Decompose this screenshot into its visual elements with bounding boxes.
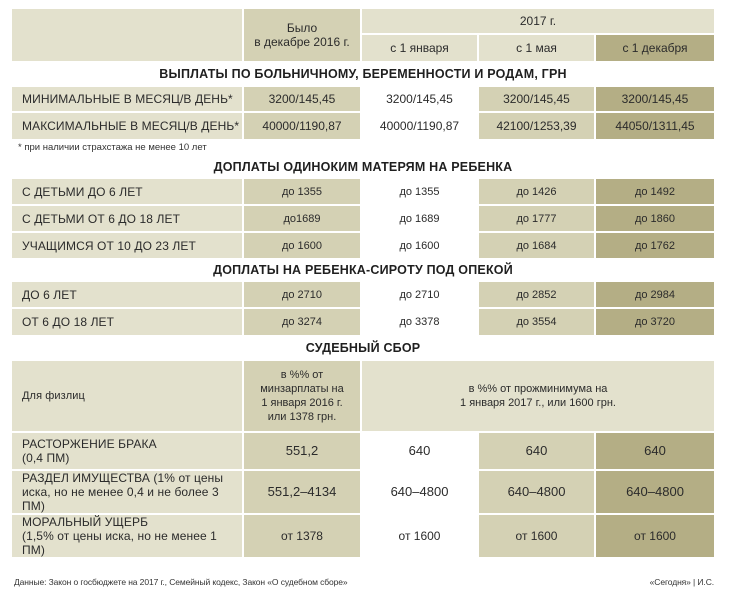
cell-value: 44050/1311,45 [596, 113, 714, 141]
header-year-2017: 2017 г. [362, 9, 714, 35]
section-title-orphan: ДОПЛАТЫ НА РЕБЕНКА-СИРОТУ ПОД ОПЕКОЙ [12, 260, 714, 282]
table-row: С ДЕТЬМИ ДО 6 ЛЕТ до 1355 до 1355 до 142… [12, 179, 714, 206]
table-row: С ДЕТЬМИ ОТ 6 ДО 18 ЛЕТ до1689 до 1689 д… [12, 206, 714, 233]
cell-value: до 1355 [244, 179, 362, 206]
table-row: РАЗДЕЛ ИМУЩЕСТВА (1% от цены иска, но не… [12, 471, 714, 515]
cell-value: до 1860 [596, 206, 714, 233]
section-title-single-mothers: ДОПЛАТЫ ОДИНОКИМ МАТЕРЯМ НА РЕБЕНКА [12, 157, 714, 179]
cell-value: до 3378 [362, 309, 479, 337]
cell-value: до1689 [244, 206, 362, 233]
cell-value: до 1492 [596, 179, 714, 206]
cell-value: от 1600 [362, 515, 479, 559]
cell-value: до 3274 [244, 309, 362, 337]
section-title-sick-pay: ВЫПЛАТЫ ПО БОЛЬНИЧНОМУ, БЕРЕМЕННОСТИ И Р… [12, 63, 714, 87]
header-dec: с 1 декабря [596, 35, 714, 63]
cell-value: 640–4800 [596, 471, 714, 515]
row-label: РАЗДЕЛ ИМУЩЕСТВА (1% от цены иска, но не… [12, 471, 244, 515]
cell-value: до 1355 [362, 179, 479, 206]
data-table-page: Было в декабре 2016 г. 2017 г. с 1 январ… [12, 9, 714, 559]
header-was-dec-2016: Было в декабре 2016 г. [244, 9, 362, 63]
cell-value: до 2710 [362, 282, 479, 309]
cell-value: до 1684 [479, 233, 596, 260]
table-row: ДО 6 ЛЕТ до 2710 до 2710 до 2852 до 2984 [12, 282, 714, 309]
payments-table: Было в декабре 2016 г. 2017 г. с 1 январ… [12, 9, 714, 559]
footnote: * при наличии страхстажа не менее 10 лет [12, 141, 714, 157]
cell-value: от 1600 [596, 515, 714, 559]
row-label: МОРАЛЬНЫЙ УЩЕРБ (1,5% от цены иска, но н… [12, 515, 244, 559]
cell-value: 3200/145,45 [479, 87, 596, 113]
cell-value: от 1378 [244, 515, 362, 559]
row-label: С ДЕТЬМИ ДО 6 ЛЕТ [12, 179, 244, 206]
cell-value: до 1600 [362, 233, 479, 260]
cell-value: 3200/145,45 [244, 87, 362, 113]
row-label: МИНИМАЛЬНЫЕ В МЕСЯЦ/В ДЕНЬ* [12, 87, 244, 113]
credit: «Сегодня» | И.С. [649, 577, 714, 587]
cell-value: до 3720 [596, 309, 714, 337]
cell-value: 551,2–4134 [244, 471, 362, 515]
cell-value: до 1426 [479, 179, 596, 206]
cell-value: 40000/1190,87 [362, 113, 479, 141]
cell-value: 640–4800 [362, 471, 479, 515]
cell-value: 640–4800 [479, 471, 596, 515]
cell-value: до 1777 [479, 206, 596, 233]
source-note: Данные: Закон о госбюджете на 2017 г., С… [14, 577, 348, 587]
row-label: УЧАЩИМСЯ ОТ 10 ДО 23 ЛЕТ [12, 233, 244, 260]
cell-value: 3200/145,45 [596, 87, 714, 113]
table-row: РАСТОРЖЕНИЕ БРАКА (0,4 ПМ) 551,2 640 640… [12, 433, 714, 471]
cell-value: до 1689 [362, 206, 479, 233]
cell-value: до 3554 [479, 309, 596, 337]
cell-value: 40000/1190,87 [244, 113, 362, 141]
row-label: МАКСИМАЛЬНЫЕ В МЕСЯЦ/В ДЕНЬ* [12, 113, 244, 141]
court-basis-2016: в %% от минзарплаты на 1 января 2016 г. … [244, 361, 362, 433]
table-row: Для физлиц в %% от минзарплаты на 1 янва… [12, 361, 714, 433]
cell-value: до 2852 [479, 282, 596, 309]
cell-value: 640 [362, 433, 479, 471]
header-may: с 1 мая [479, 35, 596, 63]
cell-value: до 1600 [244, 233, 362, 260]
row-label: ДО 6 ЛЕТ [12, 282, 244, 309]
table-row: УЧАЩИМСЯ ОТ 10 ДО 23 ЛЕТ до 1600 до 1600… [12, 233, 714, 260]
cell-value: 551,2 [244, 433, 362, 471]
row-label: С ДЕТЬМИ ОТ 6 ДО 18 ЛЕТ [12, 206, 244, 233]
cell-value: до 1762 [596, 233, 714, 260]
cell-value: 3200/145,45 [362, 87, 479, 113]
table-row: МАКСИМАЛЬНЫЕ В МЕСЯЦ/В ДЕНЬ* 40000/1190,… [12, 113, 714, 141]
cell-value: 42100/1253,39 [479, 113, 596, 141]
cell-value: до 2710 [244, 282, 362, 309]
header-empty [12, 9, 244, 63]
row-label: Для физлиц [12, 361, 244, 433]
table-row: ОТ 6 ДО 18 ЛЕТ до 3274 до 3378 до 3554 д… [12, 309, 714, 337]
section-title-court-fee: СУДЕБНЫЙ СБОР [12, 337, 714, 361]
header-jan: с 1 января [362, 35, 479, 63]
table-row: МИНИМАЛЬНЫЕ В МЕСЯЦ/В ДЕНЬ* 3200/145,45 … [12, 87, 714, 113]
table-row: МОРАЛЬНЫЙ УЩЕРБ (1,5% от цены иска, но н… [12, 515, 714, 559]
cell-value: до 2984 [596, 282, 714, 309]
row-label: РАСТОРЖЕНИЕ БРАКА (0,4 ПМ) [12, 433, 244, 471]
cell-value: 640 [479, 433, 596, 471]
cell-value: от 1600 [479, 515, 596, 559]
court-basis-2017: в %% от прожминимума на 1 января 2017 г.… [362, 361, 714, 433]
cell-value: 640 [596, 433, 714, 471]
row-label: ОТ 6 ДО 18 ЛЕТ [12, 309, 244, 337]
